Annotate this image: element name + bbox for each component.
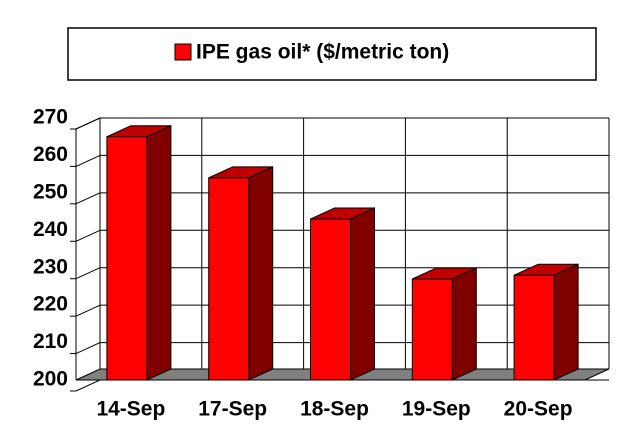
x-tick-label: 19-Sep [402, 398, 471, 421]
y-tick-label: 260 [33, 143, 68, 166]
y-tick-label: 200 [33, 368, 68, 391]
grid-line [75, 229, 101, 242]
y-tick-label: 240 [33, 218, 68, 241]
grid-line [75, 192, 101, 205]
y-tick-label: 250 [33, 180, 68, 203]
wall-edge [75, 117, 101, 130]
grid-line [75, 154, 101, 167]
grid-line [75, 342, 101, 355]
x-tick-label: 14-Sep [96, 398, 165, 421]
bar-side [553, 263, 579, 381]
bar-side [350, 207, 375, 381]
bar-side [248, 166, 274, 381]
bar-side [451, 267, 477, 381]
y-tick-label: 230 [33, 255, 68, 278]
y-tick-label: 210 [33, 330, 68, 353]
bar [208, 177, 250, 381]
grid-line [75, 304, 101, 317]
legend-box [67, 27, 597, 81]
grid-line [75, 267, 101, 280]
y-tick-label: 220 [33, 293, 68, 316]
legend-label: IPE gas oil* ($/metric ton) [196, 41, 449, 64]
bar [310, 218, 351, 381]
bar [411, 278, 453, 381]
bar [513, 274, 555, 381]
bar-side [146, 124, 172, 381]
y-tick-label: 270 [33, 106, 68, 129]
grid-line [75, 379, 101, 392]
legend-swatch [174, 43, 192, 61]
x-tick-label: 17-Sep [198, 398, 267, 421]
x-tick-label: 18-Sep [300, 398, 369, 421]
bar [106, 136, 148, 381]
x-tick-label: 20-Sep [504, 398, 573, 421]
